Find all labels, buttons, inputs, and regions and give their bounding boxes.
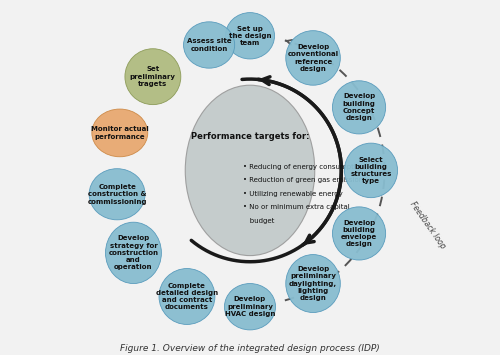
- Text: Develop
building
Concept
design: Develop building Concept design: [342, 93, 376, 121]
- Text: Develop
preliminary
HVAC design: Develop preliminary HVAC design: [225, 296, 275, 317]
- Text: Feedback loop: Feedback loop: [408, 200, 448, 250]
- Ellipse shape: [106, 222, 162, 284]
- Ellipse shape: [125, 49, 181, 105]
- Ellipse shape: [185, 85, 315, 256]
- Text: Assess site
condition: Assess site condition: [187, 38, 232, 51]
- Text: Set
preliminary
tragets: Set preliminary tragets: [130, 66, 176, 87]
- Text: Develop
conventional
reference
design: Develop conventional reference design: [288, 44, 339, 72]
- Text: Figure 1. Overview of the integrated design process (IDP): Figure 1. Overview of the integrated des…: [120, 344, 380, 353]
- Ellipse shape: [286, 255, 341, 312]
- Text: Develop
building
envelope
design: Develop building envelope design: [341, 220, 377, 247]
- Text: Monitor actual
performance: Monitor actual performance: [91, 126, 148, 140]
- Ellipse shape: [89, 169, 145, 220]
- Text: Complete
construction &
commissioning: Complete construction & commissioning: [88, 184, 147, 204]
- Ellipse shape: [332, 81, 386, 134]
- Text: Performance targets for:: Performance targets for:: [191, 132, 309, 141]
- Text: Select
building
structures
type: Select building structures type: [350, 157, 392, 184]
- Text: Develop
preliminary
daylighting,
lighting
design: Develop preliminary daylighting, lightin…: [289, 266, 337, 301]
- Ellipse shape: [224, 284, 276, 330]
- Ellipse shape: [92, 109, 148, 157]
- Text: • Utilizing renewable energy: • Utilizing renewable energy: [243, 191, 343, 197]
- Ellipse shape: [344, 143, 398, 198]
- Text: budget: budget: [243, 218, 274, 224]
- Ellipse shape: [286, 31, 341, 85]
- Ellipse shape: [184, 22, 234, 68]
- Text: Set up
the design
team: Set up the design team: [229, 26, 271, 46]
- Text: • Reduction of green gas emissions: • Reduction of green gas emissions: [243, 177, 367, 183]
- Ellipse shape: [159, 268, 215, 324]
- Ellipse shape: [332, 207, 386, 260]
- Text: Complete
detailed design
and contract
documents: Complete detailed design and contract do…: [156, 283, 218, 310]
- Text: • No or minimum extra capital: • No or minimum extra capital: [243, 204, 350, 211]
- Text: • Reducing of energy consumption: • Reducing of energy consumption: [243, 164, 365, 170]
- Ellipse shape: [226, 13, 274, 59]
- Text: Develop
strategy for
construction
and
operation: Develop strategy for construction and op…: [108, 235, 158, 271]
